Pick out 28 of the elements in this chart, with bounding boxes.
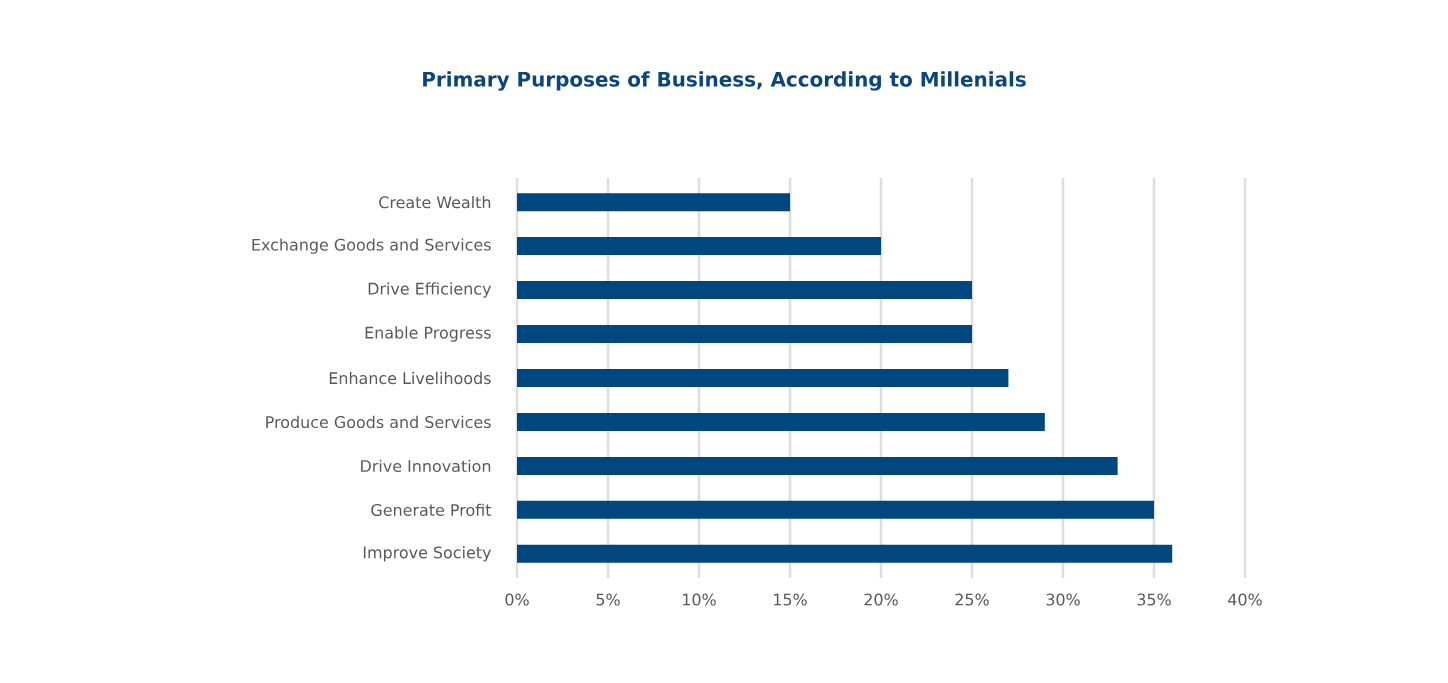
x-tick-label: 0% [505,593,529,606]
y-tick-label: Enhance Livelihoods [329,371,491,385]
bar [517,412,1045,431]
bar [517,325,973,344]
y-tick-label: Generate Profit [371,503,492,517]
x-tick-label: 20% [864,593,898,606]
x-tick-label: 15% [774,593,807,606]
y-tick-label: Drive Efficiency [368,282,492,298]
bar [517,544,1173,563]
x-tick-label: 30% [1046,593,1080,606]
x-tick-label: 25% [955,593,989,606]
bar [517,456,1118,475]
x-tick-label: 10% [683,593,716,606]
y-tick-label: Drive Innovation [361,459,491,473]
chart-title: Primary Purposes of Business, According to Millenials [423,71,1026,91]
x-tick-label: 5% [596,593,620,606]
y-tick-label: Create Wealth [379,196,491,209]
y-tick-label: Produce Goods and Services [266,415,491,429]
y-tick-label: Improve Society [363,546,492,562]
x-tick-label: 35% [1137,593,1171,606]
bar [517,193,791,212]
bar [517,237,882,256]
x-tick-label: 40% [1228,593,1262,606]
y-tick-label: Enable Progress [365,326,491,342]
y-tick-label: Exchange Goods and Services [252,238,491,254]
bar [517,368,1009,387]
bar [517,281,973,300]
bar [517,500,1155,519]
